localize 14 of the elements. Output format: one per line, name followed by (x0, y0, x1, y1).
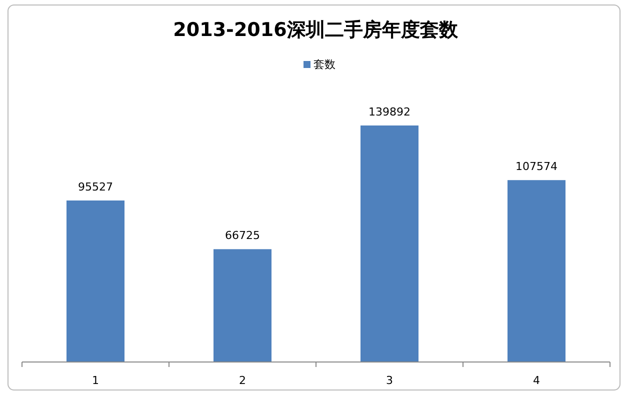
bar (66, 200, 124, 362)
bar (508, 180, 566, 362)
legend-label: 套数 (314, 58, 336, 71)
bar (360, 125, 418, 362)
data-label: 66725 (225, 229, 260, 242)
chart-title: 2013-2016深圳二手房年度套数 (173, 19, 459, 41)
x-tick-label: 2 (239, 374, 246, 387)
x-tick-label: 3 (386, 374, 393, 387)
data-label: 139892 (368, 105, 410, 118)
x-tick-label: 4 (533, 374, 540, 387)
x-tick-label: 1 (92, 374, 99, 387)
data-label: 95527 (78, 180, 113, 194)
bar (214, 249, 272, 362)
data-label: 107574 (516, 160, 558, 174)
